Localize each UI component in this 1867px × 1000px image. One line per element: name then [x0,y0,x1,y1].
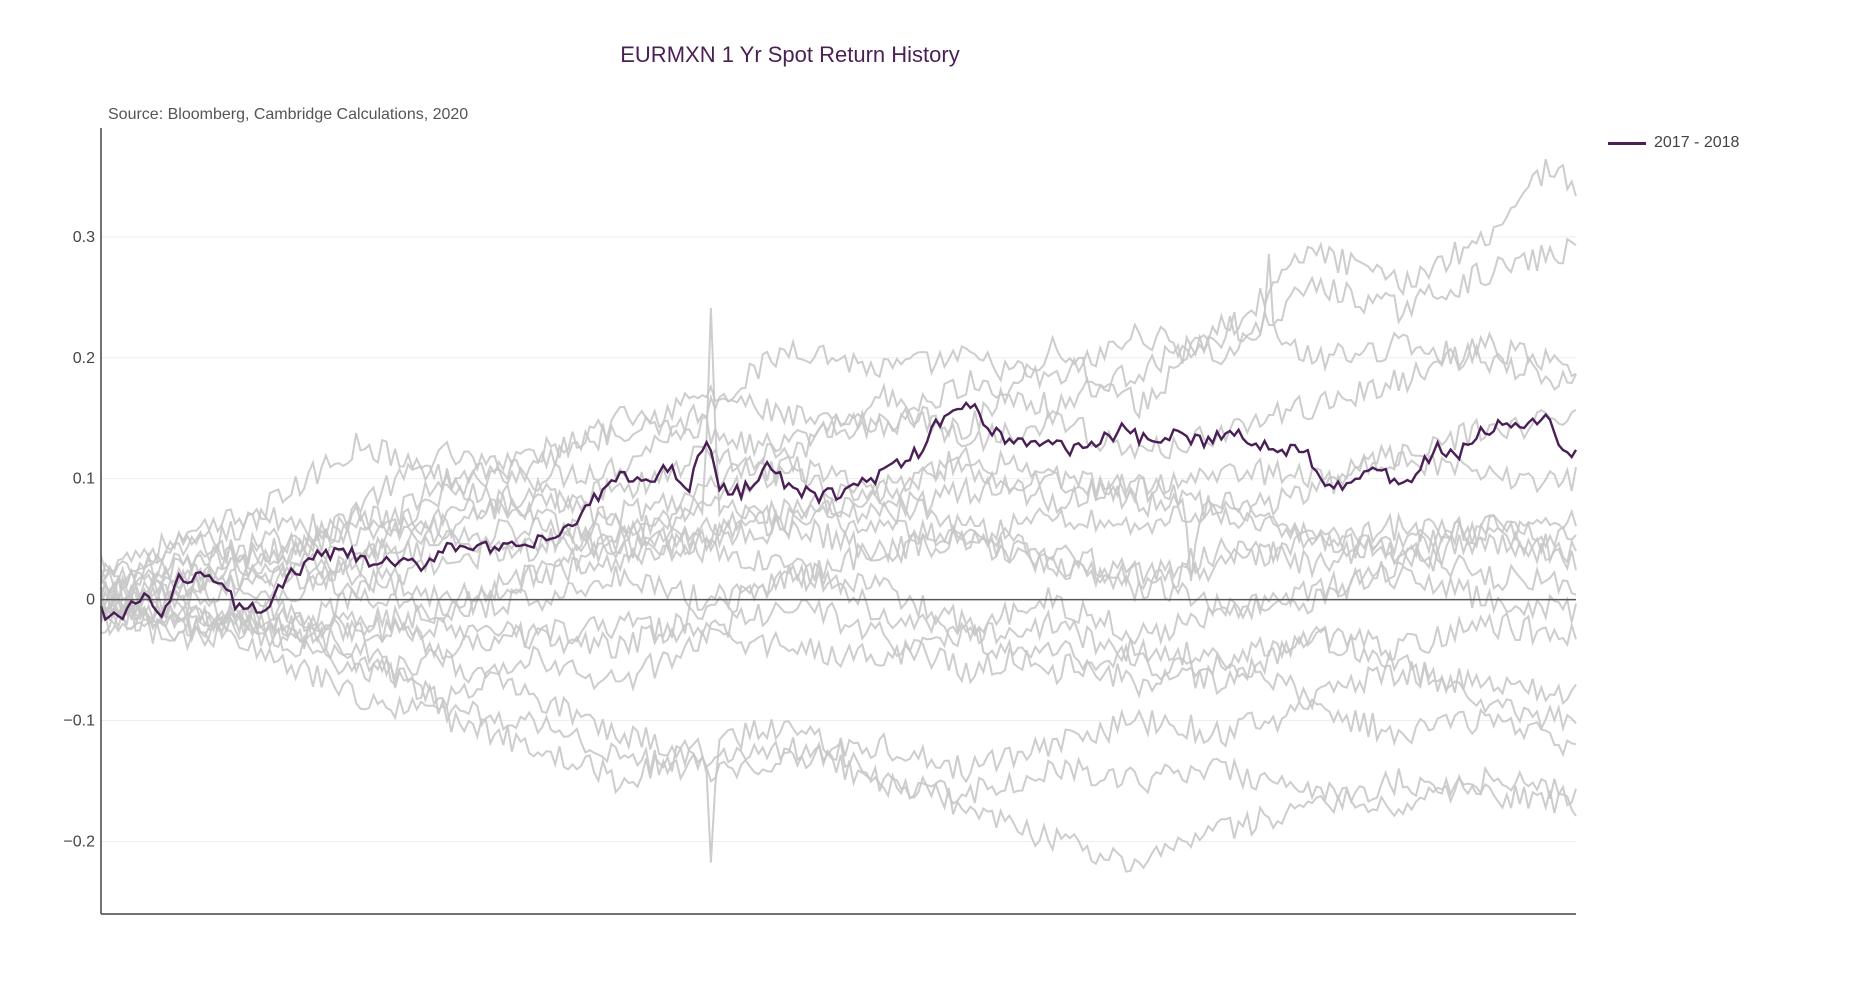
legend-swatch [1608,141,1646,145]
y-tick-label: −0.1 [63,713,95,730]
background-series-line [100,307,1577,574]
y-tick-label: 0.3 [73,229,95,246]
background-series-line [100,577,1577,711]
legend[interactable]: 2017 - 2018 [1608,134,1739,152]
legend-item-2017-2018[interactable]: 2017 - 2018 [1654,134,1740,151]
background-series-line [100,525,1577,649]
gridlines [101,236,1576,842]
background-series-line [100,454,1577,622]
background-series-line [100,602,1577,818]
y-tick-label: −0.2 [63,833,95,850]
y-tick-label: 0.2 [73,350,95,367]
y-tick-label: 0.1 [73,471,95,488]
highlight-series-group [99,400,1578,622]
background-series-line [100,597,1577,686]
background-series-line [100,409,1577,608]
background-series-group [100,159,1577,873]
background-series-line [100,586,1577,873]
chart-title: EURMXN 1 Yr Spot Return History [620,42,960,67]
background-series-line [100,491,1577,604]
y-tick-label: 0 [86,592,95,609]
background-series-line [100,237,1577,597]
background-series-line [100,514,1577,639]
y-axis-ticks: 0.3 0.2 0.1 0 −0.1 −0.2 [63,229,95,851]
background-series-line [100,253,1577,617]
source-annotation: Source: Bloomberg, Cambridge Calculation… [108,106,469,123]
highlight-series-line-2017-2018[interactable] [99,400,1578,622]
background-series-line [100,467,1577,637]
background-series-line [100,606,1577,784]
line-chart: 0.3 0.2 0.1 0 −0.1 −0.2 [63,128,1578,915]
